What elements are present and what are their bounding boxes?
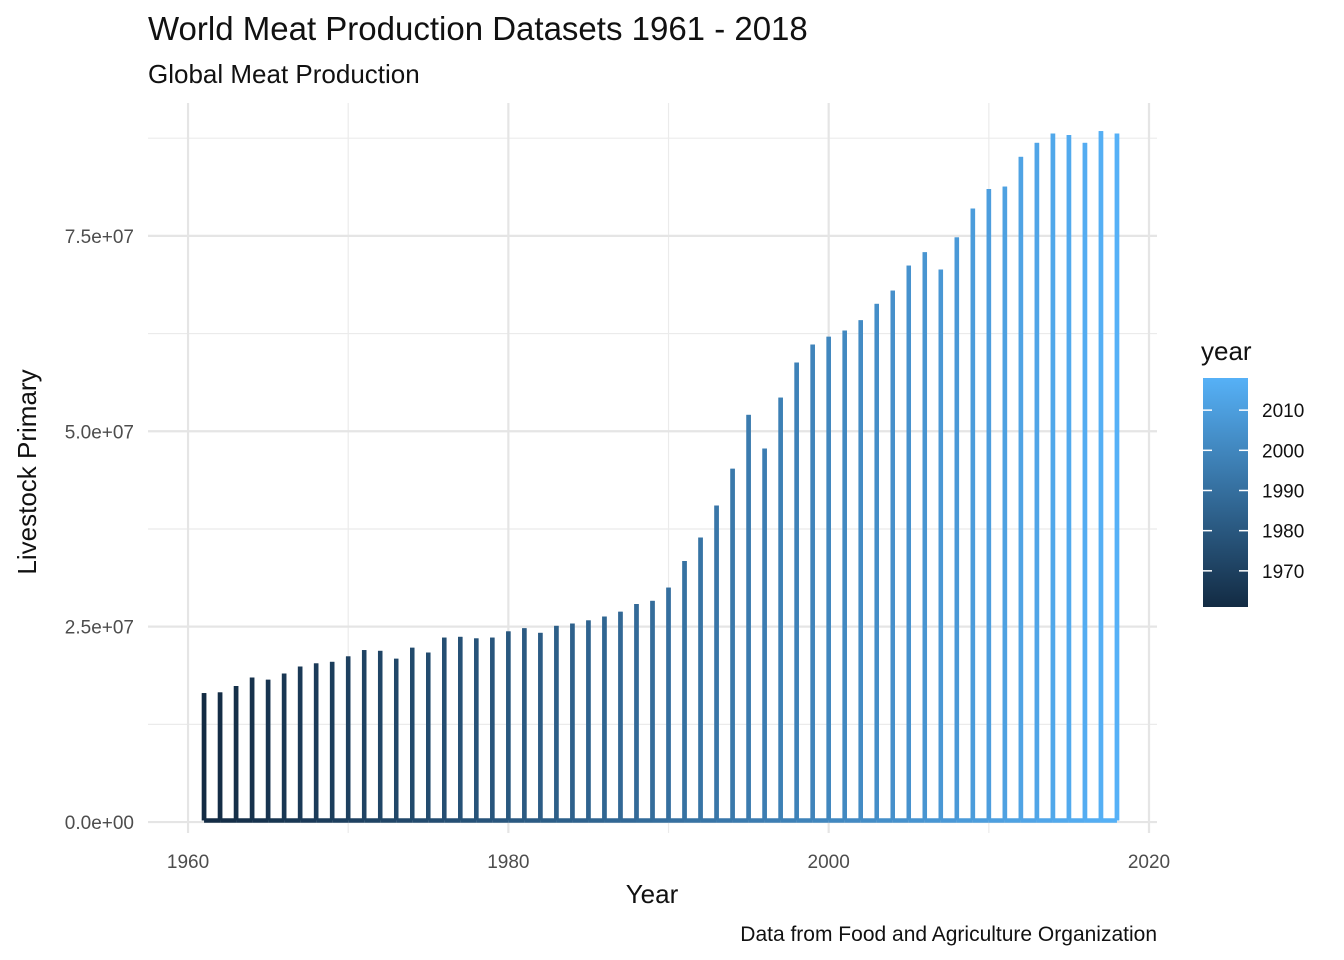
chart-title: World Meat Production Datasets 1961 - 20… <box>148 10 808 47</box>
legend-colorbar <box>1203 378 1248 607</box>
legend: year 1970 1980 1990 2000 2010 <box>1201 336 1304 607</box>
legend-tick-label: 1970 <box>1262 562 1304 583</box>
y-tick-label: 0.0e+00 <box>65 813 134 834</box>
legend-title: year <box>1201 336 1252 366</box>
legend-ticks: 1970 1980 1990 2000 2010 <box>1203 401 1304 583</box>
legend-tick-label: 1980 <box>1262 522 1304 543</box>
x-tick-label: 2000 <box>808 852 850 873</box>
y-tick-label: 2.5e+07 <box>65 618 134 639</box>
x-tick-label: 2020 <box>1128 852 1170 873</box>
legend-tick-label: 1990 <box>1262 481 1304 502</box>
x-axis-ticks: 1960 1980 2000 2020 <box>167 852 1170 873</box>
x-tick-label: 1980 <box>487 852 529 873</box>
chart-caption: Data from Food and Agriculture Organizat… <box>740 923 1157 946</box>
chart-subtitle: Global Meat Production <box>148 59 420 89</box>
x-axis-title: Year <box>626 879 679 909</box>
y-tick-label: 7.5e+07 <box>65 227 134 248</box>
legend-tick-label: 2000 <box>1262 441 1304 462</box>
y-axis-title: Livestock Primary <box>12 369 42 574</box>
y-axis-ticks: 0.0e+00 2.5e+07 5.0e+07 7.5e+07 <box>65 227 134 834</box>
x-tick-label: 1960 <box>167 852 209 873</box>
legend-tick-label: 2010 <box>1262 401 1304 422</box>
series-lines <box>201 131 1120 823</box>
y-tick-label: 5.0e+07 <box>65 422 134 443</box>
